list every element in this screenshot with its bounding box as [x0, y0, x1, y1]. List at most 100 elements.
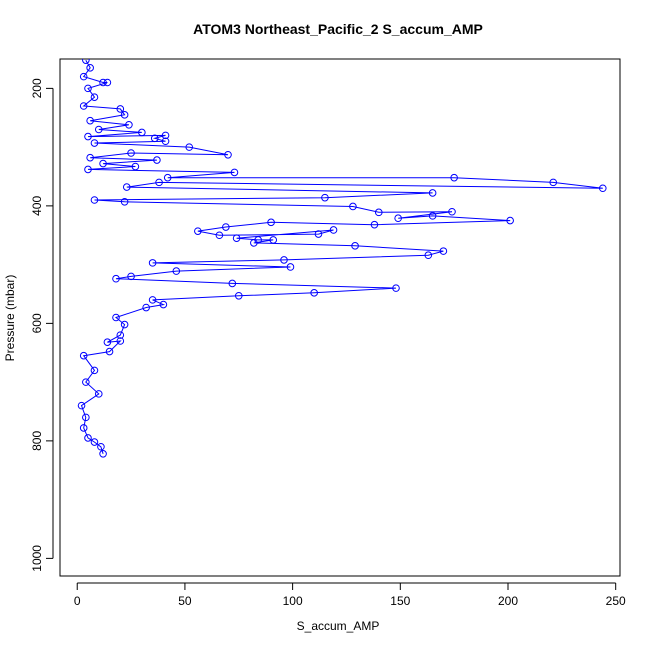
data-point: [286, 263, 295, 271]
data-point: [267, 218, 275, 227]
data-point: [90, 93, 99, 101]
data-point: [112, 313, 120, 322]
data-point: [99, 159, 107, 168]
data-point: [97, 442, 105, 451]
data-point: [125, 121, 133, 129]
data-point: [79, 102, 88, 110]
data-point: [269, 236, 278, 244]
data-point: [222, 223, 230, 231]
data-point: [138, 128, 146, 137]
data-point: [448, 207, 456, 216]
data-point: [94, 390, 103, 398]
data-point: [228, 279, 237, 288]
x-axis-label: S_accum_AMP: [297, 619, 380, 633]
data-point: [84, 84, 92, 93]
data-point: [116, 337, 125, 345]
data-point: [103, 338, 112, 346]
data-point: [549, 178, 558, 187]
data-point: [120, 197, 129, 206]
data-point: [394, 214, 402, 223]
data-point: [310, 289, 318, 297]
data-point: [148, 259, 157, 267]
data-point: [116, 331, 125, 339]
data-point: [82, 413, 90, 422]
x-tick-label: 250: [606, 594, 626, 608]
data-point: [506, 216, 514, 225]
data-point: [224, 150, 232, 159]
data-point: [232, 234, 241, 242]
data-point: [161, 131, 170, 140]
data-point: [86, 64, 94, 72]
x-axis: 0 50 100 150 200 250: [74, 582, 626, 608]
data-point: [439, 247, 448, 255]
data-point: [120, 111, 129, 119]
data-point: [79, 424, 88, 432]
data-point: [90, 366, 99, 375]
data-point: [428, 189, 437, 197]
data-point: [116, 105, 125, 113]
data-point: [321, 193, 329, 202]
data-point: [127, 272, 135, 281]
data-point: [428, 212, 437, 220]
data-point: [122, 183, 131, 191]
data-point: [77, 401, 86, 410]
data-point: [163, 173, 172, 182]
data-point: [103, 78, 112, 87]
series-layer: [77, 59, 607, 458]
data-point: [84, 434, 92, 442]
data-point: [94, 125, 103, 134]
y-tick-label: 400: [30, 196, 44, 216]
data-point: [155, 178, 163, 187]
data-point: [392, 284, 400, 292]
data-point: [105, 347, 114, 356]
data-point: [280, 256, 288, 264]
data-point: [90, 139, 99, 147]
chart-title: ATOM3 Northeast_Pacific_2 S_accum_AMP: [193, 21, 483, 37]
data-point: [194, 227, 202, 235]
y-tick-label: 800: [30, 431, 44, 451]
series-line: [80, 59, 603, 454]
data-point: [131, 162, 140, 171]
data-point: [84, 132, 92, 141]
data-point: [82, 378, 90, 386]
data-point: [351, 242, 359, 250]
data-point: [99, 450, 107, 458]
data-point: [172, 267, 181, 275]
data-point: [153, 156, 161, 164]
data-point: [148, 296, 157, 304]
data-point: [84, 165, 92, 174]
data-point: [314, 230, 323, 238]
x-tick-label: 0: [74, 594, 81, 608]
y-axis: 200 400 600 800 1000: [30, 78, 54, 572]
y-tick-label: 1000: [30, 545, 44, 572]
y-axis-label: Pressure (mbar): [3, 275, 17, 362]
data-point: [159, 300, 168, 309]
data-point: [234, 291, 243, 300]
data-point: [230, 168, 239, 177]
plot-frame: [59, 58, 621, 577]
data-point: [215, 231, 224, 240]
data-point: [349, 202, 357, 211]
data-point: [82, 59, 90, 64]
data-point: [161, 137, 170, 146]
data-point: [99, 78, 107, 87]
data-point: [86, 153, 94, 162]
data-point: [142, 303, 150, 312]
x-tick-label: 200: [498, 594, 518, 608]
data-point: [79, 351, 88, 360]
data-point: [374, 208, 383, 217]
y-tick-label: 600: [30, 313, 44, 333]
data-point: [86, 116, 94, 125]
data-point: [112, 274, 120, 283]
data-point: [150, 134, 159, 143]
data-point: [90, 438, 99, 446]
data-point: [79, 72, 88, 81]
data-point: [250, 239, 258, 247]
x-tick-label: 50: [178, 594, 192, 608]
data-point: [127, 149, 135, 157]
data-point: [185, 143, 194, 151]
data-point: [90, 196, 99, 204]
data-point: [424, 251, 433, 260]
data-point: [329, 226, 338, 234]
